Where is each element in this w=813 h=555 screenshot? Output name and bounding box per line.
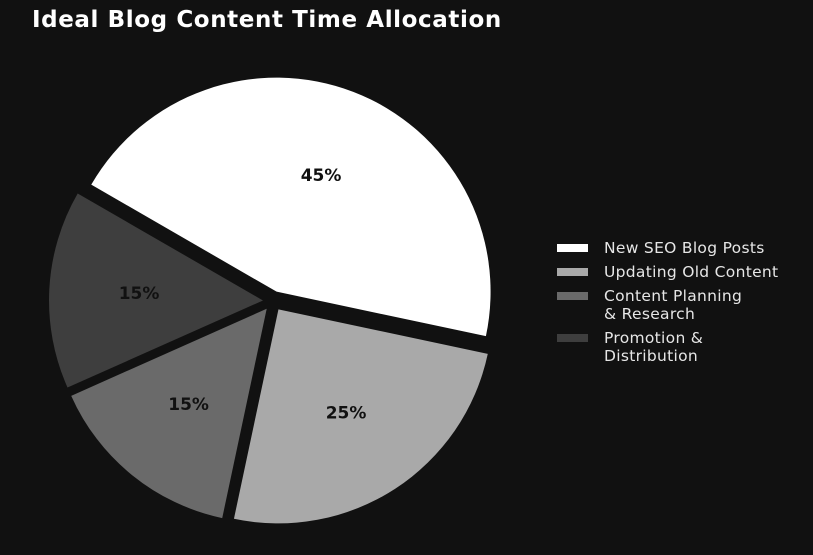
pie-slice-label-4: 15% xyxy=(119,284,160,304)
pie-slice-4 xyxy=(49,193,264,388)
legend-swatch-2 xyxy=(557,268,588,276)
legend-label-2: Updating Old Content xyxy=(604,263,779,281)
legend-item-2: Updating Old Content xyxy=(557,263,778,281)
legend-swatch-1 xyxy=(557,244,588,252)
pie-slice-1 xyxy=(91,77,491,337)
chart-title: Ideal Blog Content Time Allocation xyxy=(32,7,502,33)
legend-label-1: New SEO Blog Posts xyxy=(604,239,765,257)
legend-label-4: Promotion & Distribution xyxy=(604,329,704,365)
chart-legend: New SEO Blog Posts Updating Old Content Co… xyxy=(557,239,778,365)
pie-slice-label-2: 25% xyxy=(326,403,367,423)
legend-item-3: Content Planning & Research xyxy=(557,287,778,323)
legend-item-1: New SEO Blog Posts xyxy=(557,239,778,257)
legend-swatch-4 xyxy=(557,334,588,342)
legend-label-3: Content Planning & Research xyxy=(604,287,743,323)
pie-slice-label-1: 45% xyxy=(301,166,342,186)
legend-swatch-3 xyxy=(557,292,588,300)
pie-slice-3 xyxy=(71,308,267,519)
legend-item-4: Promotion & Distribution xyxy=(557,329,778,365)
pie-slice-2 xyxy=(233,309,488,524)
pie-slice-label-3: 15% xyxy=(168,395,209,415)
